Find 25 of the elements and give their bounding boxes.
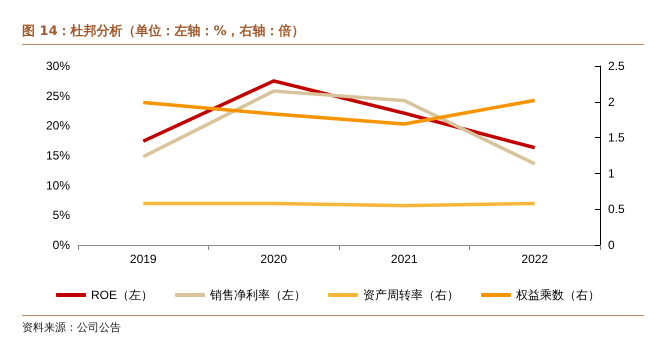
x-tick-label: 2021 xyxy=(390,252,418,266)
text: 资料来源：公司公告 xyxy=(22,320,121,335)
y2-tick-label: 0.5 xyxy=(608,202,626,216)
line-series xyxy=(142,98,536,126)
x-tick-label: 2022 xyxy=(521,252,548,266)
y-tick-label: 15% xyxy=(46,148,70,162)
y-tick-label: 0% xyxy=(52,238,70,252)
chart-title: 图 14：杜邦分析（单位：左轴：%，右轴：倍） xyxy=(22,22,305,40)
y-tick-label: 30% xyxy=(46,59,70,73)
y2-tick-label: 2.5 xyxy=(608,59,626,73)
y-tick-label: 5% xyxy=(52,208,70,222)
line-series xyxy=(142,89,536,166)
legend-label: 资产周转率（右） xyxy=(363,288,459,302)
y-tick-label: 20% xyxy=(46,118,70,133)
x-tick-label: 2020 xyxy=(260,252,288,266)
y2-tick-label: 0 xyxy=(608,238,615,252)
y-tick-label: 10% xyxy=(46,178,70,192)
y2-tick-label: 1 xyxy=(608,166,615,180)
legend-label: ROE（左） xyxy=(91,288,154,302)
legend-label: 销售净利率（左） xyxy=(209,288,306,302)
x-tick-label: 2019 xyxy=(130,252,157,266)
legend-label: 权益乘数（右） xyxy=(515,288,600,302)
y2-tick-label: 1.5 xyxy=(608,130,626,145)
y-tick-label: 25% xyxy=(46,88,70,103)
y2-tick-label: 2 xyxy=(608,94,615,109)
